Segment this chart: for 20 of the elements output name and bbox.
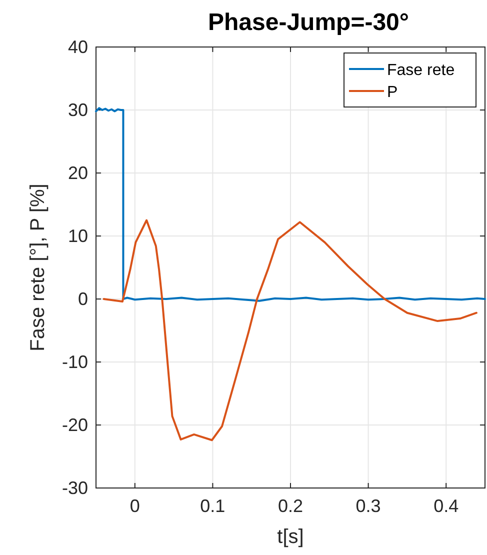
- legend-label: Fase rete: [387, 62, 455, 79]
- x-tick-label: 0.1: [200, 496, 226, 516]
- line-series: [102, 219, 478, 442]
- x-tick-label: 0.4: [434, 496, 459, 516]
- y-tick-label: 0: [78, 289, 88, 309]
- y-tick-label: -30: [62, 478, 88, 498]
- legend-label: P: [387, 84, 398, 101]
- x-axis-title: t[s]: [277, 526, 304, 548]
- y-tick-label: 40: [68, 37, 88, 57]
- y-tick-label: -10: [62, 352, 88, 372]
- y-tick-label: 20: [68, 163, 88, 183]
- y-tick-label: -20: [62, 415, 88, 435]
- x-tick-label: 0: [130, 496, 140, 516]
- chart-title: Phase-Jump=-30°: [208, 9, 410, 36]
- y-tick-label: 30: [68, 100, 88, 120]
- x-tick-label: 0.3: [356, 496, 381, 516]
- line-series: [95, 107, 486, 302]
- y-axis-title: Fase rete [°], P [%]: [27, 184, 49, 352]
- x-tick-label: 0.2: [278, 496, 304, 516]
- y-tick-label: 10: [68, 226, 88, 246]
